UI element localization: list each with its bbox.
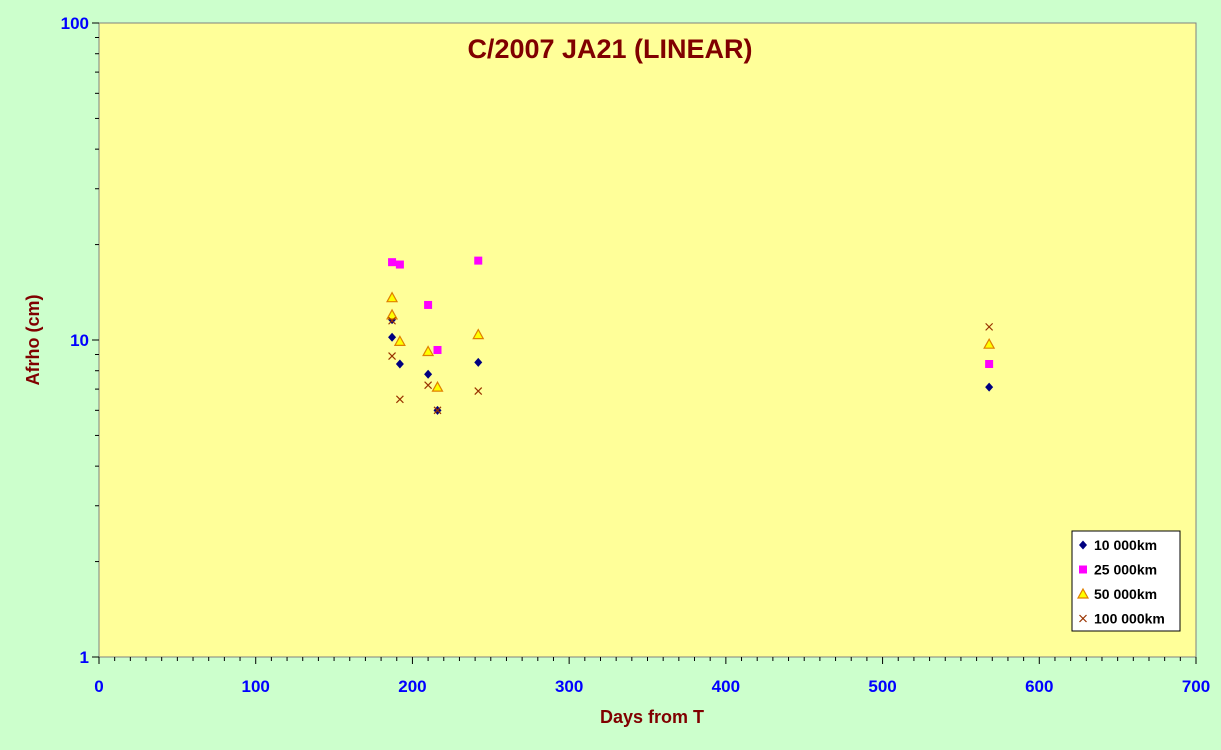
series-25-000km	[388, 256, 994, 369]
x-tick-label: 300	[555, 677, 583, 696]
data-point	[472, 328, 485, 340]
series-100-000km	[388, 316, 994, 415]
x-tick-label: 100	[242, 677, 270, 696]
data-point	[388, 316, 396, 325]
data-point	[386, 308, 399, 320]
data-point	[386, 291, 399, 303]
data-point	[985, 382, 994, 392]
legend-box	[1071, 530, 1181, 632]
marker-stroke	[474, 387, 483, 396]
data-points	[386, 256, 996, 415]
series-50-000km	[386, 291, 996, 392]
marker-stroke	[395, 395, 404, 404]
data-point	[395, 359, 404, 369]
x-tick-label: 700	[1182, 677, 1210, 696]
data-point	[474, 256, 483, 265]
marker-stroke	[985, 322, 994, 331]
y-tick-label: 10	[70, 331, 89, 350]
legend-item-10-000km: 10 000km	[1079, 537, 1157, 553]
data-point	[388, 352, 396, 360]
legend-item-50-000km: 50 000km	[1076, 586, 1157, 602]
marker-stroke	[424, 381, 433, 390]
data-point	[424, 300, 433, 309]
data-point	[433, 345, 442, 354]
data-point	[422, 345, 435, 357]
x-tick-label: 400	[712, 677, 740, 696]
legend-item-100-000km: 100 000km	[1079, 611, 1165, 627]
data-point	[985, 322, 994, 331]
legend-marker	[1079, 565, 1087, 574]
legend-items: 10 000km 25 000km 50 000km 100 000km	[1076, 537, 1165, 627]
chart-title: C/2007 JA21 (LINEAR)	[467, 34, 752, 64]
x-axis: 0 100 200 300 400 500 600 700	[94, 657, 1210, 696]
x-tick-label: 500	[868, 677, 896, 696]
legend-marker	[1079, 540, 1087, 550]
x-tick-label: 600	[1025, 677, 1053, 696]
y-tick-label: 1	[80, 648, 89, 667]
data-point	[424, 381, 433, 390]
legend-marker	[1076, 587, 1090, 599]
legend-marker	[1079, 614, 1087, 623]
data-point	[431, 380, 444, 392]
legend-label: 10 000km	[1094, 537, 1157, 553]
data-point	[388, 258, 397, 267]
data-point	[433, 406, 442, 415]
data-point	[424, 369, 433, 379]
data-point	[474, 387, 483, 396]
y-axis: 1 10 100	[61, 14, 99, 667]
x-tick-label: 0	[94, 677, 103, 696]
plot-area	[98, 22, 1197, 658]
legend-label: 100 000km	[1094, 611, 1165, 627]
data-point	[474, 357, 483, 367]
x-axis-title: Days from T	[600, 707, 704, 727]
marker-stroke	[388, 352, 396, 360]
legend-item-25-000km: 25 000km	[1079, 562, 1157, 578]
legend-label: 25 000km	[1094, 562, 1157, 578]
data-point	[395, 395, 404, 404]
data-point	[985, 360, 994, 369]
marker-stroke	[1079, 614, 1087, 623]
legend: 10 000km 25 000km 50 000km 100 000km	[1071, 530, 1181, 632]
data-point	[388, 332, 397, 342]
data-point	[395, 260, 404, 269]
marker-stroke	[433, 406, 442, 415]
y-tick-label: 100	[61, 14, 89, 33]
data-point	[983, 337, 996, 349]
y-axis-title: Afrho (cm)	[23, 295, 43, 386]
data-point	[393, 335, 406, 346]
legend-label: 50 000km	[1094, 586, 1157, 602]
marker-stroke	[388, 316, 396, 325]
x-tick-label: 200	[398, 677, 426, 696]
